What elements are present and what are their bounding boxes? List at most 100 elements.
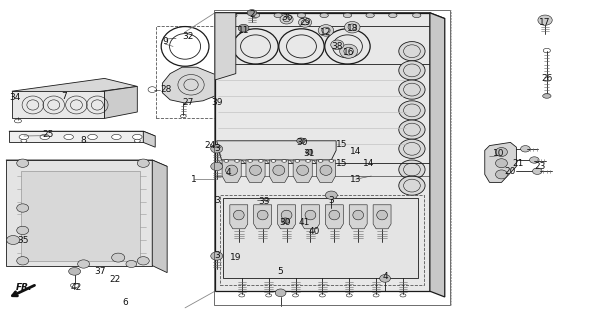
Ellipse shape [297, 165, 309, 175]
Text: 13: 13 [350, 175, 362, 184]
Ellipse shape [353, 210, 364, 220]
Ellipse shape [88, 134, 97, 140]
Ellipse shape [530, 157, 539, 163]
Ellipse shape [399, 120, 425, 139]
Polygon shape [152, 160, 167, 273]
Polygon shape [269, 160, 288, 182]
Ellipse shape [295, 160, 300, 162]
Text: 26: 26 [541, 74, 553, 83]
Ellipse shape [389, 13, 397, 18]
Text: 39: 39 [211, 98, 223, 107]
Polygon shape [293, 160, 312, 182]
Text: 17: 17 [539, 18, 551, 27]
Ellipse shape [318, 25, 334, 36]
Text: 34: 34 [9, 93, 21, 102]
Ellipse shape [297, 13, 306, 18]
Ellipse shape [112, 134, 121, 140]
Ellipse shape [399, 160, 425, 179]
Polygon shape [223, 198, 418, 278]
Text: 14: 14 [363, 159, 375, 168]
Text: 3: 3 [214, 252, 220, 260]
Text: 22: 22 [110, 275, 121, 284]
Ellipse shape [112, 253, 125, 262]
Ellipse shape [325, 191, 337, 199]
Bar [21, 171, 140, 261]
Polygon shape [222, 160, 241, 182]
Text: 12: 12 [320, 28, 332, 36]
Ellipse shape [19, 134, 29, 140]
Ellipse shape [21, 139, 27, 142]
Polygon shape [313, 146, 331, 163]
Ellipse shape [64, 134, 73, 140]
Polygon shape [215, 13, 236, 80]
Ellipse shape [399, 80, 425, 99]
Ellipse shape [306, 149, 313, 155]
Ellipse shape [521, 146, 530, 152]
Ellipse shape [320, 13, 328, 18]
Text: 15: 15 [336, 159, 348, 168]
Text: 18: 18 [346, 24, 358, 33]
Ellipse shape [17, 226, 29, 235]
Ellipse shape [413, 13, 421, 18]
Ellipse shape [69, 268, 81, 275]
Polygon shape [325, 205, 343, 229]
Bar [220, 195, 424, 285]
Ellipse shape [318, 160, 323, 162]
Text: 42: 42 [70, 284, 81, 292]
Text: 3: 3 [214, 196, 220, 204]
Text: 32: 32 [182, 32, 194, 41]
Ellipse shape [538, 15, 552, 25]
Ellipse shape [229, 13, 237, 18]
Ellipse shape [496, 170, 507, 179]
Polygon shape [430, 13, 445, 297]
Ellipse shape [233, 210, 244, 220]
Polygon shape [316, 160, 336, 182]
Text: 24: 24 [205, 141, 216, 150]
Ellipse shape [331, 40, 344, 50]
Ellipse shape [274, 13, 282, 18]
Ellipse shape [366, 13, 374, 18]
Ellipse shape [137, 159, 149, 167]
Text: 16: 16 [343, 48, 355, 57]
Text: 10: 10 [493, 149, 505, 158]
Ellipse shape [259, 160, 263, 162]
Ellipse shape [320, 165, 332, 175]
Ellipse shape [399, 139, 425, 158]
Polygon shape [290, 146, 307, 163]
Text: 4: 4 [226, 168, 232, 177]
Polygon shape [230, 205, 248, 229]
Ellipse shape [399, 101, 425, 120]
Text: 2: 2 [249, 10, 255, 19]
Text: 33: 33 [259, 197, 270, 206]
Text: 21: 21 [512, 159, 524, 168]
Ellipse shape [247, 10, 257, 16]
Ellipse shape [377, 210, 387, 220]
Ellipse shape [543, 94, 551, 98]
Polygon shape [349, 205, 367, 229]
Text: FR.: FR. [16, 284, 32, 292]
Polygon shape [246, 160, 265, 182]
Ellipse shape [251, 13, 260, 18]
Text: 29: 29 [299, 18, 311, 27]
Polygon shape [215, 13, 430, 291]
Text: 3: 3 [214, 144, 220, 153]
Text: 25: 25 [42, 130, 54, 139]
Ellipse shape [220, 147, 234, 160]
Ellipse shape [280, 14, 293, 24]
Ellipse shape [238, 24, 249, 32]
Ellipse shape [399, 176, 425, 195]
Ellipse shape [344, 21, 360, 33]
Polygon shape [373, 205, 391, 229]
Ellipse shape [137, 257, 149, 265]
Text: 23: 23 [534, 162, 546, 171]
Text: 27: 27 [182, 98, 194, 107]
Polygon shape [12, 91, 104, 118]
Polygon shape [6, 160, 152, 266]
Bar [214, 10, 450, 305]
Text: 7: 7 [61, 92, 67, 100]
Text: 30: 30 [279, 218, 291, 227]
Ellipse shape [17, 257, 29, 265]
Ellipse shape [399, 42, 425, 61]
Text: 35: 35 [17, 236, 29, 245]
Ellipse shape [133, 134, 142, 140]
